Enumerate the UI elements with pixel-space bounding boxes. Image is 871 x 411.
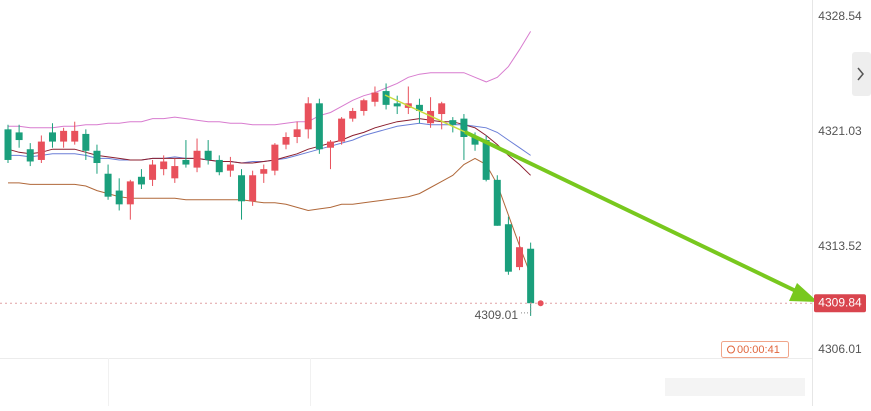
current-price-label: 4309.84 bbox=[818, 295, 862, 309]
candle-body bbox=[82, 133, 90, 151]
candle-body bbox=[182, 159, 190, 165]
candle-body bbox=[271, 144, 279, 171]
candle-body bbox=[438, 103, 446, 115]
candle-body bbox=[504, 224, 512, 272]
y-tick-label: 4306.01 bbox=[818, 342, 862, 356]
candle-body bbox=[449, 120, 457, 125]
countdown-box bbox=[721, 341, 789, 358]
candle-body bbox=[460, 118, 468, 137]
candle-body bbox=[26, 149, 34, 162]
candle-body bbox=[293, 129, 301, 137]
candle-body bbox=[493, 179, 501, 226]
candle-body bbox=[204, 150, 212, 160]
countdown-label: 00:00:41 bbox=[737, 344, 780, 356]
chevron-icon bbox=[857, 67, 864, 81]
y-tick-label: 4313.52 bbox=[818, 239, 862, 253]
price-axis: 4328.54 4321.03 4313.52 4306.01 4309.84 00:00… bbox=[721, 9, 866, 358]
candle-body bbox=[516, 247, 524, 268]
plot: 4309.01 bbox=[0, 31, 812, 322]
candle-body bbox=[149, 164, 157, 180]
trend-line bbox=[464, 130, 801, 295]
y-tick-label: 4321.03 bbox=[818, 124, 862, 138]
candle-body bbox=[171, 166, 179, 179]
candle-body bbox=[160, 161, 168, 170]
candle-body bbox=[326, 141, 334, 148]
low-label: 4309.01 bbox=[475, 308, 519, 322]
candle-body bbox=[427, 110, 435, 124]
candle-body bbox=[238, 175, 246, 202]
candle-body bbox=[93, 150, 101, 164]
candle-body bbox=[349, 110, 357, 119]
trend-line bbox=[384, 94, 466, 133]
candle-body bbox=[282, 136, 290, 145]
candle-body bbox=[482, 140, 490, 180]
candle-body bbox=[382, 91, 390, 105]
candle-body bbox=[37, 141, 45, 160]
candle-body bbox=[48, 132, 56, 142]
clock-icon bbox=[727, 345, 735, 354]
candle-body bbox=[471, 136, 479, 145]
candle-body bbox=[338, 118, 346, 142]
candle-body bbox=[315, 103, 323, 150]
indicator-line bbox=[8, 31, 532, 129]
candle-body bbox=[371, 92, 379, 102]
current-price-box bbox=[814, 294, 866, 313]
current-price-dot bbox=[537, 300, 544, 307]
candle-body bbox=[393, 103, 401, 107]
y-tick-label: 4328.54 bbox=[818, 9, 862, 23]
candle-body bbox=[60, 130, 68, 142]
candle-body bbox=[71, 130, 79, 142]
candle-body bbox=[304, 103, 312, 130]
candle-body bbox=[260, 169, 268, 174]
candle-body bbox=[4, 129, 12, 160]
watermark bbox=[665, 378, 805, 396]
candle-body bbox=[215, 159, 223, 173]
candle-body bbox=[15, 132, 23, 141]
candle-body bbox=[193, 150, 201, 168]
candle-body bbox=[527, 248, 535, 304]
candle-body bbox=[104, 173, 112, 197]
candle-body bbox=[415, 104, 423, 111]
candle-body bbox=[126, 181, 134, 205]
candle-body bbox=[360, 100, 368, 111]
candle-body bbox=[137, 176, 145, 185]
arrow-head bbox=[789, 283, 818, 302]
candle-body bbox=[249, 175, 257, 202]
candle-body bbox=[226, 164, 234, 171]
indicator-line bbox=[8, 157, 532, 275]
candle-body bbox=[115, 190, 123, 205]
scroll-button[interactable] bbox=[852, 52, 871, 96]
trend-arrow bbox=[384, 94, 818, 302]
